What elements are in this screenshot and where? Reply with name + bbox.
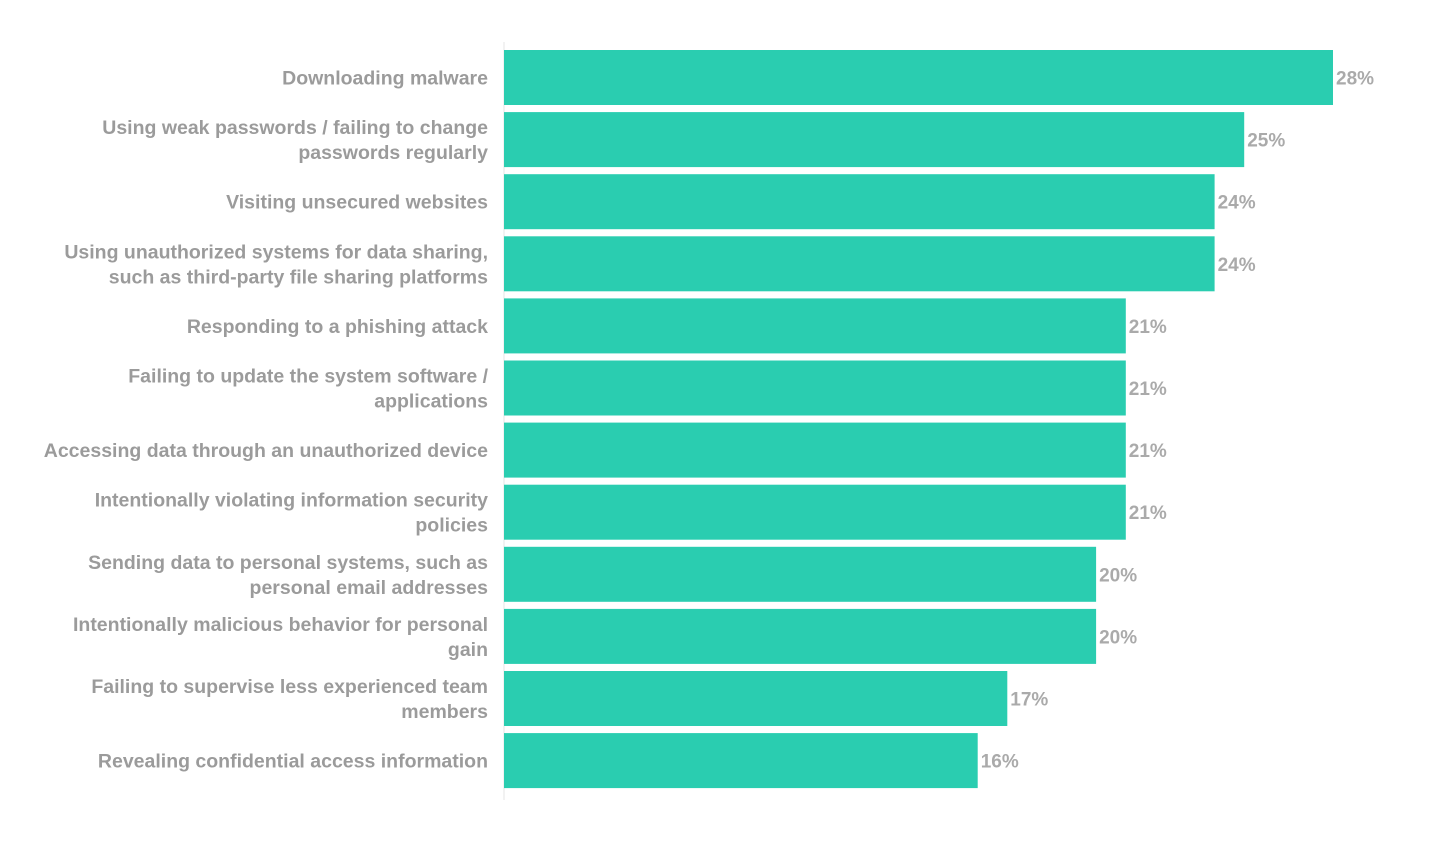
value-label-5: 21% <box>1129 379 1167 400</box>
category-label-7: Intentionally violating information secu… <box>95 490 488 537</box>
bar-5 <box>504 360 1126 416</box>
category-label-9: Intentionally malicious behavior for per… <box>73 614 488 661</box>
bar-9 <box>504 608 1097 664</box>
category-label-4: Responding to a phishing attack <box>187 316 488 338</box>
value-label-0: 28% <box>1336 69 1374 90</box>
category-label-1: Using weak passwords / failing to change… <box>102 117 488 164</box>
value-label-7: 21% <box>1129 503 1167 524</box>
category-label-line: personal email addresses <box>250 577 489 599</box>
category-label-8: Sending data to personal systems, such a… <box>88 552 488 599</box>
category-label-line: Intentionally violating information secu… <box>95 490 488 512</box>
category-label-11: Revealing confidential access informatio… <box>98 751 488 773</box>
value-label-3: 24% <box>1218 255 1256 276</box>
category-label-line: applications <box>374 391 488 413</box>
bars-layer <box>504 50 1333 789</box>
bar-10 <box>504 671 1008 726</box>
category-label-5: Failing to update the system software / a… <box>128 366 488 413</box>
value-label-11: 16% <box>981 752 1019 773</box>
bar-1 <box>504 112 1245 168</box>
category-label-line: policies <box>415 515 488 537</box>
bar-0 <box>504 50 1333 105</box>
category-label-3: Using unauthorized systems for data shar… <box>64 241 488 288</box>
bar-3 <box>504 236 1215 292</box>
value-label-10: 17% <box>1010 690 1048 711</box>
category-label-line: Intentionally malicious behavior for per… <box>73 614 488 636</box>
value-label-8: 20% <box>1099 565 1137 586</box>
bar-11 <box>504 733 978 789</box>
category-label-line: Failing to supervise less experienced te… <box>91 676 488 698</box>
category-label-line: members <box>401 701 488 723</box>
bar-2 <box>504 174 1215 230</box>
category-label-line: gain <box>448 639 488 661</box>
bar-4 <box>504 298 1126 354</box>
category-label-10: Failing to supervise less experienced te… <box>91 676 488 723</box>
value-labels-layer: 28% 25% 24% 24% 21% 21% 21% 21% 20% 20% 17% 16% <box>981 69 1374 773</box>
bar-7 <box>504 484 1126 540</box>
category-label-line: such as third-party file sharing platfor… <box>109 266 488 288</box>
category-label-line: Visiting unsecured websites <box>226 192 488 214</box>
category-label-line: Using unauthorized systems for data shar… <box>64 241 488 263</box>
category-label-line: Using weak passwords / failing to change <box>102 117 488 139</box>
category-label-line: Sending data to personal systems, such a… <box>88 552 488 574</box>
category-label-line: Failing to update the system software / <box>128 366 488 388</box>
category-label-line: Responding to a phishing attack <box>187 316 488 338</box>
value-label-4: 21% <box>1129 317 1167 338</box>
category-label-line: Revealing confidential access informatio… <box>98 751 488 773</box>
bar-6 <box>504 422 1126 478</box>
category-label-line: passwords regularly <box>298 142 488 164</box>
value-label-2: 24% <box>1218 193 1256 214</box>
value-label-9: 20% <box>1099 627 1137 648</box>
bar-8 <box>504 546 1097 602</box>
category-labels-layer: Downloading malware Using weak passwords … <box>44 68 489 773</box>
category-label-0: Downloading malware <box>282 68 488 90</box>
category-label-line: Accessing data through an unauthorized d… <box>44 440 488 462</box>
category-label-6: Accessing data through an unauthorized d… <box>44 440 488 462</box>
category-label-line: Downloading malware <box>282 68 488 90</box>
value-label-6: 21% <box>1129 441 1167 462</box>
category-label-2: Visiting unsecured websites <box>226 192 488 214</box>
value-label-1: 25% <box>1247 131 1285 152</box>
